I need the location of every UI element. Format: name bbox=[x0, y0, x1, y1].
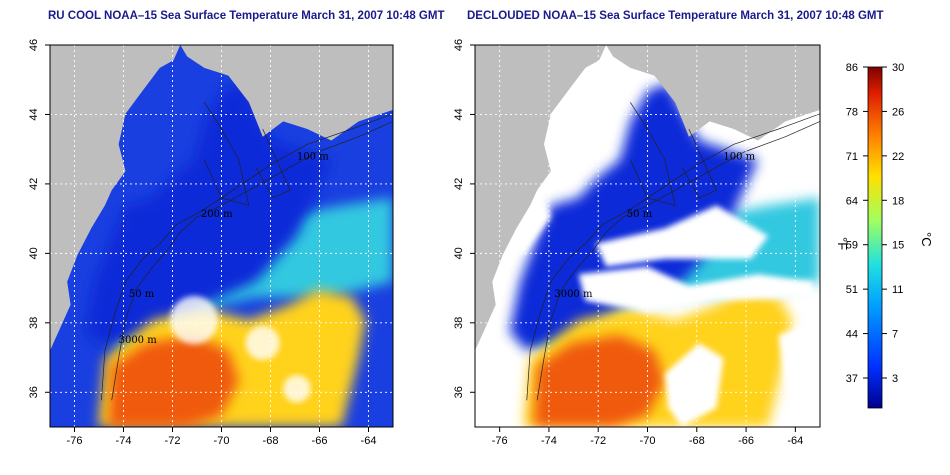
shelf-water bbox=[84, 83, 332, 351]
celsius-tick-label: 26 bbox=[892, 106, 904, 118]
longitude-tick-label: -76 bbox=[492, 435, 508, 447]
celsius-tick-label: 22 bbox=[892, 151, 904, 163]
celsius-tick-label: 3 bbox=[892, 373, 898, 385]
fahrenheit-tick-label: 44 bbox=[846, 329, 858, 341]
longitude-tick-label: -74 bbox=[541, 435, 557, 447]
map-layers bbox=[50, 45, 393, 427]
latitude-tick-label: 44 bbox=[453, 108, 465, 120]
cloud-mask bbox=[778, 320, 820, 389]
longitude-tick-label: -74 bbox=[116, 435, 132, 447]
longitude-tick-label: -66 bbox=[738, 435, 754, 447]
land-mass bbox=[475, 45, 607, 351]
bathymetry-contour bbox=[681, 128, 717, 199]
depth-contour-label: 50 m bbox=[627, 209, 653, 220]
latitude-tick-label: 36 bbox=[453, 386, 465, 398]
latitude-tick-label: 42 bbox=[28, 178, 40, 190]
cloud-patch bbox=[170, 296, 219, 345]
latitude-tick-label: 46 bbox=[453, 39, 465, 51]
sst-map-left: 100 m 200 m 50 m 3000 m -76 -74 -72 -70 -68 -66 -6… bbox=[28, 39, 394, 447]
fahrenheit-tick-label: 71 bbox=[846, 151, 858, 163]
latitude-tick-label: 42 bbox=[453, 178, 465, 190]
fahrenheit-tick-label: 37 bbox=[846, 373, 858, 385]
longitude-tick-label: -66 bbox=[312, 435, 328, 447]
cloud-patch bbox=[283, 375, 311, 403]
longitude-tick-label: -64 bbox=[361, 435, 377, 447]
celsius-tick-label: 15 bbox=[892, 240, 904, 252]
bathymetry-contour bbox=[255, 128, 291, 199]
shelf-water bbox=[509, 83, 758, 351]
depth-contour-label: 100 m bbox=[723, 152, 755, 163]
bathymetry-contour bbox=[629, 102, 676, 206]
longitude-tick-label: -70 bbox=[640, 435, 656, 447]
longitude-tick-label: -72 bbox=[590, 435, 606, 447]
depth-contour-label: 50 m bbox=[129, 289, 155, 300]
celsius-scale: 30 26 22 18 15 11 7 3 bbox=[882, 62, 904, 385]
latitude-tick-label: 40 bbox=[453, 247, 465, 259]
left-map-title: RU COOL NOAA–15 Sea Surface Temperature … bbox=[48, 10, 445, 22]
longitude-tick-label: -76 bbox=[67, 435, 83, 447]
longitude-tick-label: -64 bbox=[787, 435, 803, 447]
cloud-mask bbox=[664, 343, 724, 427]
land-mass bbox=[180, 45, 393, 141]
cloud-patch bbox=[245, 325, 280, 361]
fahrenheit-scale: 86 78 71 64 59 51 44 37 bbox=[846, 62, 868, 385]
celsius-tick-label: 30 bbox=[892, 62, 904, 74]
celsius-tick-label: 11 bbox=[892, 284, 903, 296]
fahrenheit-tick-label: 64 bbox=[846, 195, 858, 207]
celsius-tick-label: 18 bbox=[892, 195, 904, 207]
depth-contour-label: 100 m bbox=[297, 152, 329, 163]
longitude-tick-label: -68 bbox=[263, 435, 279, 447]
longitude-tick-label: -72 bbox=[165, 435, 181, 447]
map-layers bbox=[475, 45, 820, 427]
bathymetry-contour bbox=[101, 113, 393, 401]
land-mass bbox=[50, 45, 181, 351]
bathymetry-contour bbox=[203, 102, 250, 206]
colorbar-gradient bbox=[867, 66, 883, 409]
latitude-tick-label: 38 bbox=[28, 317, 40, 329]
gulf-stream bbox=[108, 335, 239, 427]
fahrenheit-tick-label: 78 bbox=[846, 106, 858, 118]
latitude-tick-label: 46 bbox=[28, 39, 40, 51]
fahrenheit-tick-label: 86 bbox=[846, 62, 858, 74]
gulf-stream bbox=[533, 335, 665, 427]
depth-contour-label: 200 m bbox=[201, 209, 233, 220]
right-map-title: DECLOUDED NOAA–15 Sea Surface Temperatur… bbox=[467, 10, 884, 22]
fahrenheit-tick-label: 59 bbox=[846, 240, 858, 252]
colorbar: 86 78 71 64 59 51 44 37 30 26 22 18 15 11 7 3 °F °C bbox=[835, 62, 934, 409]
cloud-mask bbox=[578, 266, 814, 313]
fahrenheit-tick-label: 51 bbox=[846, 284, 858, 296]
fahrenheit-unit-label: °F bbox=[835, 237, 850, 250]
longitude-tick-label: -68 bbox=[689, 435, 705, 447]
longitude-tick-label: -70 bbox=[214, 435, 230, 447]
latitude-tick-label: 36 bbox=[28, 386, 40, 398]
bathymetry-contour bbox=[111, 121, 393, 401]
celsius-tick-label: 7 bbox=[892, 329, 898, 341]
land-mass bbox=[606, 45, 820, 141]
depth-contour-label: 3000 m bbox=[554, 289, 593, 300]
latitude-tick-label: 38 bbox=[453, 317, 465, 329]
celsius-unit-label: °C bbox=[919, 232, 934, 247]
latitude-tick-label: 44 bbox=[28, 108, 40, 120]
cloud-mask bbox=[595, 205, 769, 267]
bathymetry-contour bbox=[536, 121, 820, 401]
bathymetry-contour bbox=[526, 113, 820, 401]
sst-map-right: 100 m 50 m 3000 m -76 -74 -72 -70 -68 -66 -64 36 38… bbox=[453, 39, 821, 447]
depth-contour-label: 3000 m bbox=[119, 335, 158, 346]
latitude-tick-label: 40 bbox=[28, 247, 40, 259]
